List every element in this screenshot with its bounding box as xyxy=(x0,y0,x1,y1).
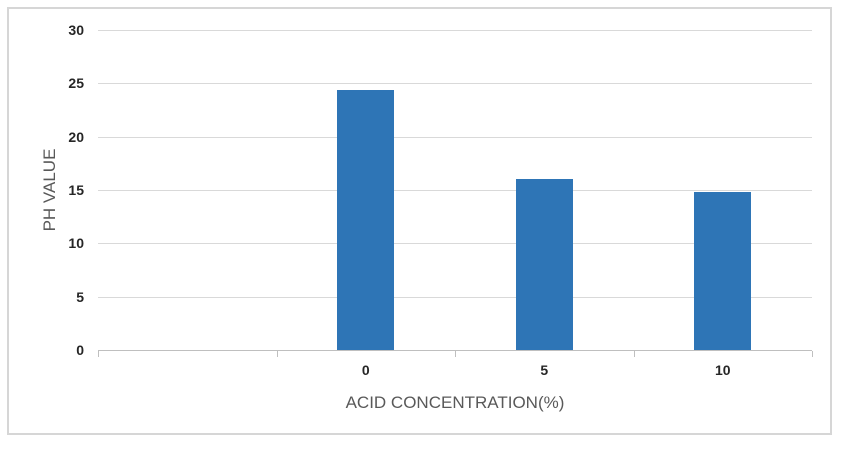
x-tick-mark xyxy=(455,351,456,357)
y-tick-label: 15 xyxy=(68,182,84,198)
gridline xyxy=(98,83,812,85)
y-tick-label: 20 xyxy=(68,128,84,145)
y-tick-label: 30 xyxy=(68,22,84,38)
y-tick-label: 5 xyxy=(76,288,84,305)
x-tick-label: 5 xyxy=(540,362,549,378)
x-axis-title: ACID CONCENTRATION(%) xyxy=(345,393,565,412)
gridline xyxy=(98,30,812,31)
gridline xyxy=(98,136,812,138)
x-axis-line xyxy=(98,350,812,351)
bar xyxy=(694,192,752,350)
y-axis-title: PH VALUE xyxy=(40,148,59,232)
bar xyxy=(337,89,395,350)
y-tick-label: 10 xyxy=(68,235,84,252)
y-tick-label: 0 xyxy=(76,342,84,358)
x-tick-mark xyxy=(276,351,278,357)
gridline xyxy=(98,190,812,191)
gridline xyxy=(98,296,812,298)
gridline xyxy=(98,243,812,245)
bar xyxy=(515,179,573,350)
y-tick-label: 25 xyxy=(68,75,84,92)
x-tick-mark xyxy=(812,351,813,357)
x-tick-mark xyxy=(633,351,635,357)
x-tick-label: 0 xyxy=(361,362,370,378)
x-tick-mark xyxy=(98,351,99,357)
x-tick-label: 10 xyxy=(714,362,731,378)
